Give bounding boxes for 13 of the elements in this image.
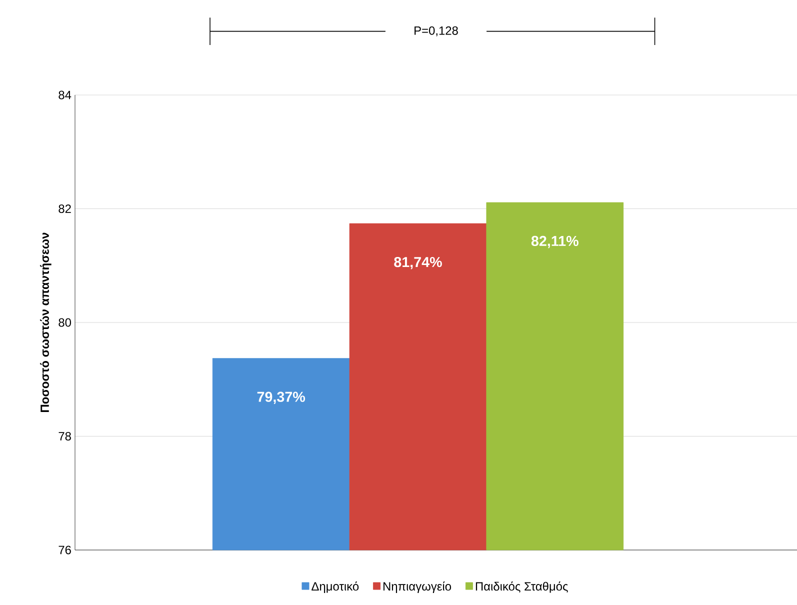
- data-label: 82,11%: [531, 236, 578, 248]
- data-label: 79,37%: [257, 392, 306, 404]
- y-tick-label: 82: [58, 204, 71, 213]
- legend-label: Παιδικός Σταθμός: [476, 581, 568, 593]
- y-tick-label: 76: [58, 546, 71, 554]
- y-tick-label: 78: [58, 432, 71, 440]
- y-tick-label: 80: [58, 318, 72, 327]
- y-tick-label: 84: [58, 90, 72, 100]
- y-axis-title: Ποσοστό σωστών απαντήσεων: [40, 232, 52, 412]
- text: P=0,128: [414, 26, 458, 36]
- legend-label: Νηπιαγωγείο: [384, 581, 452, 593]
- data-label: 81,74%: [394, 256, 442, 270]
- legend-label: Δημοτικό: [312, 581, 359, 593]
